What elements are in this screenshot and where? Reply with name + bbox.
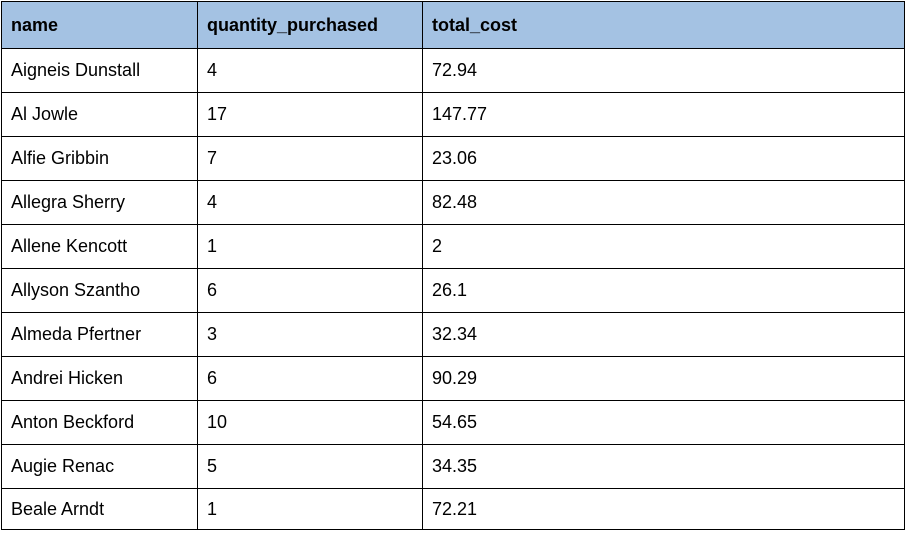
table-row: Allegra Sherry 4 82.48 <box>1 180 905 225</box>
cell-quantity-purchased: 1 <box>197 224 423 269</box>
cell-total-cost: 82.48 <box>422 180 905 225</box>
cell-name: Al Jowle <box>1 92 198 137</box>
cell-name: Andrei Hicken <box>1 356 198 401</box>
cell-name: Allyson Szantho <box>1 268 198 313</box>
table-row: Aigneis Dunstall 4 72.94 <box>1 48 905 93</box>
column-header-name[interactable]: name <box>1 1 198 49</box>
column-header-quantity-purchased[interactable]: quantity_purchased <box>197 1 423 49</box>
cell-quantity-purchased: 1 <box>197 488 423 530</box>
cell-total-cost: 2 <box>422 224 905 269</box>
table-row: Al Jowle 17 147.77 <box>1 92 905 137</box>
table-row: Allyson Szantho 6 26.1 <box>1 268 905 313</box>
cell-total-cost: 26.1 <box>422 268 905 313</box>
header-row: name quantity_purchased total_cost <box>1 1 905 49</box>
cell-name: Alfie Gribbin <box>1 136 198 181</box>
cell-quantity-purchased: 10 <box>197 400 423 445</box>
table-row: Alfie Gribbin 7 23.06 <box>1 136 905 181</box>
cell-total-cost: 54.65 <box>422 400 905 445</box>
cell-total-cost: 90.29 <box>422 356 905 401</box>
cell-quantity-purchased: 17 <box>197 92 423 137</box>
cell-name: Almeda Pfertner <box>1 312 198 357</box>
table-row: Anton Beckford 10 54.65 <box>1 400 905 445</box>
cell-quantity-purchased: 7 <box>197 136 423 181</box>
cell-total-cost: 32.34 <box>422 312 905 357</box>
cell-quantity-purchased: 4 <box>197 180 423 225</box>
column-header-total-cost[interactable]: total_cost <box>422 1 905 49</box>
cell-name: Allegra Sherry <box>1 180 198 225</box>
cell-quantity-purchased: 4 <box>197 48 423 93</box>
cell-quantity-purchased: 6 <box>197 356 423 401</box>
cell-quantity-purchased: 6 <box>197 268 423 313</box>
table-row: Andrei Hicken 6 90.29 <box>1 356 905 401</box>
cell-name: Aigneis Dunstall <box>1 48 198 93</box>
cell-total-cost: 72.21 <box>422 488 905 530</box>
table-row: Almeda Pfertner 3 32.34 <box>1 312 905 357</box>
cell-name: Augie Renac <box>1 444 198 489</box>
cell-total-cost: 34.35 <box>422 444 905 489</box>
cell-quantity-purchased: 5 <box>197 444 423 489</box>
cell-name: Allene Kencott <box>1 224 198 269</box>
cell-total-cost: 72.94 <box>422 48 905 93</box>
cell-name: Beale Arndt <box>1 488 198 530</box>
table-row: Augie Renac 5 34.35 <box>1 444 905 489</box>
cell-total-cost: 23.06 <box>422 136 905 181</box>
cell-total-cost: 147.77 <box>422 92 905 137</box>
cell-name: Anton Beckford <box>1 400 198 445</box>
table-row: Allene Kencott 1 2 <box>1 224 905 269</box>
table-row: Beale Arndt 1 72.21 <box>1 488 905 530</box>
cell-quantity-purchased: 3 <box>197 312 423 357</box>
